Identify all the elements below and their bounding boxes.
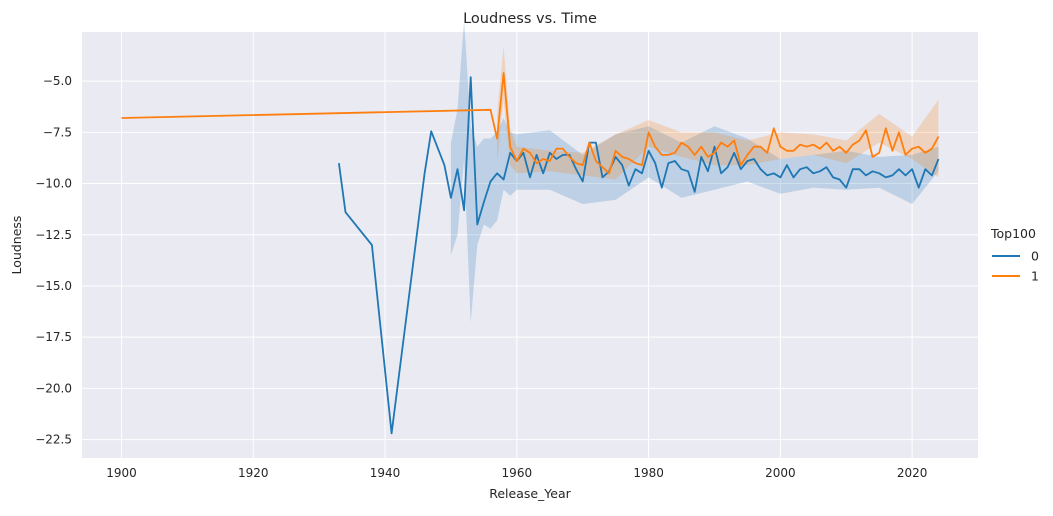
confidence-bands <box>450 19 939 323</box>
y-tick-label: −22.5 <box>35 433 72 447</box>
legend: Top100 01 <box>990 226 1039 284</box>
x-axis-label: Release_Year <box>489 486 571 501</box>
legend-title: Top100 <box>990 226 1036 241</box>
y-tick-label: −15.0 <box>35 279 72 293</box>
y-tick-label: −12.5 <box>35 228 72 242</box>
y-tick-label: −7.5 <box>43 125 72 139</box>
series-lines <box>121 72 940 435</box>
x-tick-label: 1900 <box>106 466 137 480</box>
chart-title: Loudness vs. Time <box>463 11 597 27</box>
x-tick-labels: 1900 1920 1940 1960 1980 2000 2020 <box>106 466 927 480</box>
series-line-0 <box>338 76 940 435</box>
grid-lines <box>82 32 978 458</box>
legend-entries: 01 <box>992 249 1039 284</box>
x-tick-label: 1960 <box>502 466 533 480</box>
y-axis-label: Loudness <box>9 216 24 275</box>
y-tick-label: −10.0 <box>35 177 72 191</box>
y-tick-label: −17.5 <box>35 330 72 344</box>
plot-background <box>82 32 978 458</box>
confidence-band-series-1 <box>497 46 939 180</box>
y-tick-label: −20.0 <box>35 381 72 395</box>
series-line-1 <box>121 72 940 175</box>
x-tick-label: 1980 <box>633 466 664 480</box>
y-tick-labels: −22.5 −20.0 −17.5 −15.0 −12.5 −10.0 −7.5 −5.0 <box>35 74 72 446</box>
legend-label-0: 0 <box>1031 249 1039 264</box>
x-tick-label: 2000 <box>765 466 796 480</box>
x-tick-label: 1940 <box>370 466 401 480</box>
x-tick-label: 2020 <box>897 466 928 480</box>
x-tick-label: 1920 <box>238 466 269 480</box>
confidence-band-series-0 <box>450 19 939 323</box>
legend-label-1: 1 <box>1031 269 1039 284</box>
y-tick-label: −5.0 <box>43 74 72 88</box>
